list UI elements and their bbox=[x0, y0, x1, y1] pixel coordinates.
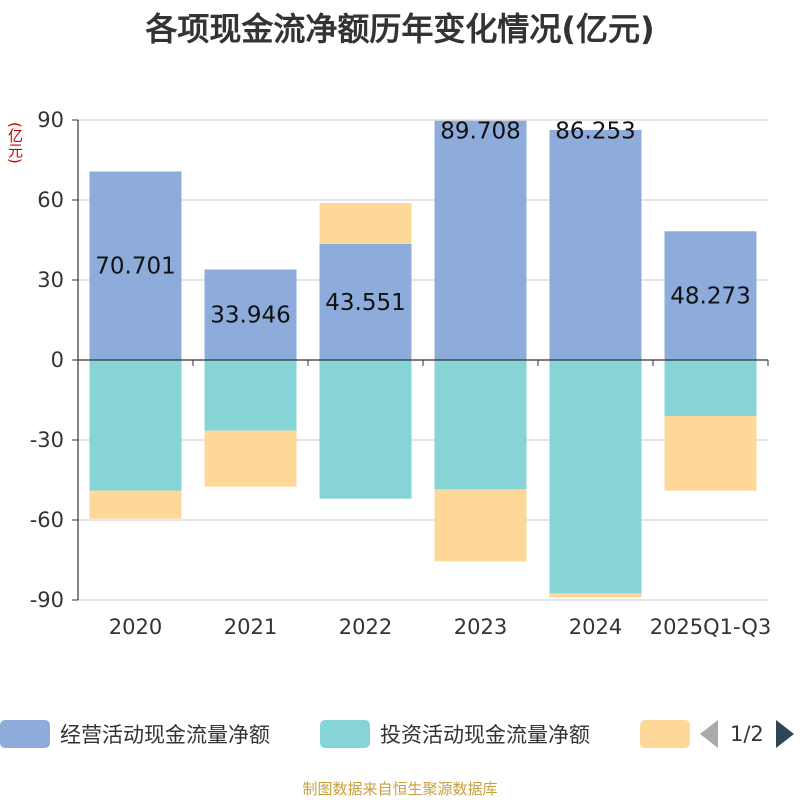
y-tick-label: -30 bbox=[30, 428, 64, 452]
bar-financing bbox=[89, 490, 182, 519]
y-tick-label: 0 bbox=[51, 348, 64, 372]
data-label: 48.273 bbox=[670, 284, 750, 310]
data-label: 33.946 bbox=[210, 303, 290, 329]
x-tick-label: 2021 bbox=[224, 615, 277, 639]
bar-investing bbox=[89, 360, 182, 491]
legend-item-operating[interactable]: 经营活动现金流量净额 bbox=[0, 716, 270, 752]
y-tick-label: 30 bbox=[37, 268, 64, 292]
legend-swatch-financing bbox=[640, 720, 690, 748]
bar-financing bbox=[204, 430, 297, 487]
x-tick-label: 2022 bbox=[339, 615, 392, 639]
legend-item-financing[interactable] bbox=[640, 716, 690, 752]
legend-next-icon[interactable] bbox=[775, 720, 794, 748]
legend-page-indicator: 1/2 bbox=[730, 722, 764, 746]
bar-investing bbox=[204, 360, 297, 431]
legend-pager: 1/2 bbox=[700, 716, 794, 752]
chart-canvas: 90 60 30 0 -30 -60 -90 70.701 2020 33.946 2021 43.5… bbox=[30, 108, 772, 639]
legend-label-operating: 经营活动现金流量净额 bbox=[60, 723, 270, 747]
chart-title: 各项现金流净额历年变化情况(亿元) bbox=[145, 10, 655, 48]
y-tick-label: -90 bbox=[30, 588, 64, 612]
data-label: 70.701 bbox=[95, 254, 175, 280]
legend: 经营活动现金流量净额 投资活动现金流量净额 1/2 bbox=[0, 716, 800, 752]
bar-financing bbox=[434, 489, 527, 562]
legend-prev-icon[interactable] bbox=[700, 720, 718, 748]
bar-investing bbox=[549, 360, 642, 594]
bar-operating bbox=[89, 171, 182, 360]
x-tick-label: 2023 bbox=[454, 615, 507, 639]
bar-operating bbox=[664, 231, 757, 360]
bar-operating bbox=[204, 269, 297, 360]
y-axis-label: (亿元) bbox=[6, 122, 24, 164]
data-label: 43.551 bbox=[325, 290, 405, 316]
bar-financing bbox=[664, 416, 757, 491]
legend-swatch-investing bbox=[320, 720, 370, 748]
bar-operating bbox=[549, 129, 642, 360]
bar-operating bbox=[319, 243, 412, 360]
legend-swatch-operating bbox=[0, 720, 50, 748]
bar-financing bbox=[319, 203, 412, 244]
bar-investing bbox=[319, 360, 412, 499]
data-label: 89.708 bbox=[440, 119, 520, 145]
legend-item-investing[interactable]: 投资活动现金流量净额 bbox=[320, 716, 590, 752]
y-tick-label: 60 bbox=[37, 188, 64, 212]
bar-operating bbox=[434, 120, 527, 361]
bar-financing bbox=[549, 593, 642, 598]
bar-investing bbox=[434, 360, 527, 490]
legend-label-investing: 投资活动现金流量净额 bbox=[380, 723, 590, 747]
data-source-note: 制图数据来自恒生聚源数据库 bbox=[302, 780, 498, 798]
bar-investing bbox=[664, 360, 757, 416]
data-label: 86.253 bbox=[555, 119, 635, 145]
x-tick-label: 2020 bbox=[109, 615, 162, 639]
y-tick-label: 90 bbox=[37, 108, 64, 132]
x-tick-label: 2025Q1-Q3 bbox=[650, 615, 772, 639]
x-tick-label: 2024 bbox=[569, 615, 622, 639]
y-tick-label: -60 bbox=[30, 508, 64, 532]
